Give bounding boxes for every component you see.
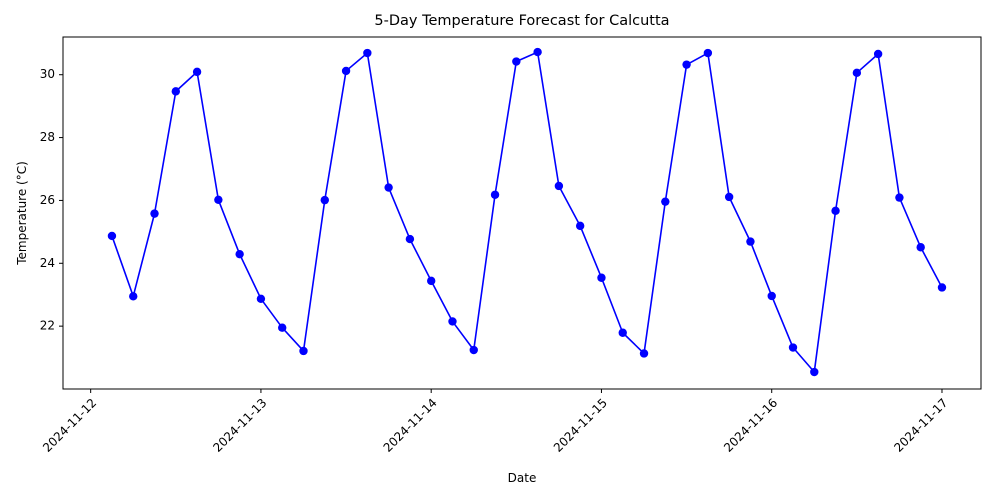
data-point	[873, 49, 883, 59]
data-point	[831, 206, 840, 215]
data-point	[661, 197, 670, 206]
data-point	[788, 343, 798, 352]
y-tick-label: 30	[40, 67, 55, 81]
y-tick-label: 28	[40, 130, 55, 144]
data-point	[703, 48, 713, 58]
y-tick-label: 26	[40, 193, 55, 207]
data-point	[299, 346, 308, 356]
x-tick-label: 2024-11-16	[721, 396, 780, 455]
data-point	[937, 283, 947, 292]
data-point	[767, 291, 776, 301]
data-point	[235, 249, 244, 259]
data-point	[852, 68, 862, 78]
data-point	[533, 47, 542, 57]
data-point	[363, 48, 372, 58]
y-tick-label: 24	[40, 256, 55, 270]
data-point	[469, 345, 478, 355]
data-point	[278, 323, 287, 332]
data-point	[682, 60, 691, 69]
data-point	[107, 231, 117, 241]
y-axis: 22 24 26 28 30	[40, 67, 63, 333]
data-point	[150, 209, 159, 218]
data-point	[895, 193, 904, 202]
x-tick-label: 2024-11-15	[551, 396, 610, 455]
data-point	[426, 276, 436, 286]
y-tick-label: 22	[40, 319, 55, 333]
data-point	[384, 183, 393, 192]
data-point	[512, 57, 521, 66]
data-point	[405, 234, 415, 244]
x-tick-label: 2024-11-12	[40, 396, 99, 455]
data-point	[639, 349, 649, 358]
series-layer	[107, 47, 947, 377]
data-point	[320, 195, 329, 205]
data-point	[448, 317, 457, 326]
x-tick-label: 2024-11-14	[381, 396, 440, 455]
data-point	[618, 328, 627, 337]
series-line	[111, 51, 943, 373]
data-point	[724, 192, 734, 202]
data-point	[192, 67, 202, 77]
x-axis: 2024-11-12 2024-11-13 2024-11-14 2024-11-15…	[40, 389, 951, 455]
x-axis-label: Date	[508, 471, 537, 485]
data-point	[490, 190, 500, 199]
data-point	[810, 367, 819, 377]
data-point	[171, 87, 180, 96]
data-point	[597, 273, 606, 282]
data-point	[916, 243, 925, 252]
data-point	[341, 66, 351, 76]
data-point	[129, 292, 138, 301]
data-point	[554, 181, 564, 191]
data-point	[256, 294, 266, 303]
data-point	[746, 237, 755, 246]
y-axis-label: Temperature (°C)	[15, 161, 29, 266]
plot-area-frame	[62, 36, 982, 390]
data-point	[575, 221, 585, 231]
data-point	[214, 195, 223, 204]
chart-title: 5-Day Temperature Forecast for Calcutta	[374, 13, 669, 29]
x-tick-label: 2024-11-13	[210, 396, 269, 455]
x-tick-label: 2024-11-17	[891, 396, 950, 455]
